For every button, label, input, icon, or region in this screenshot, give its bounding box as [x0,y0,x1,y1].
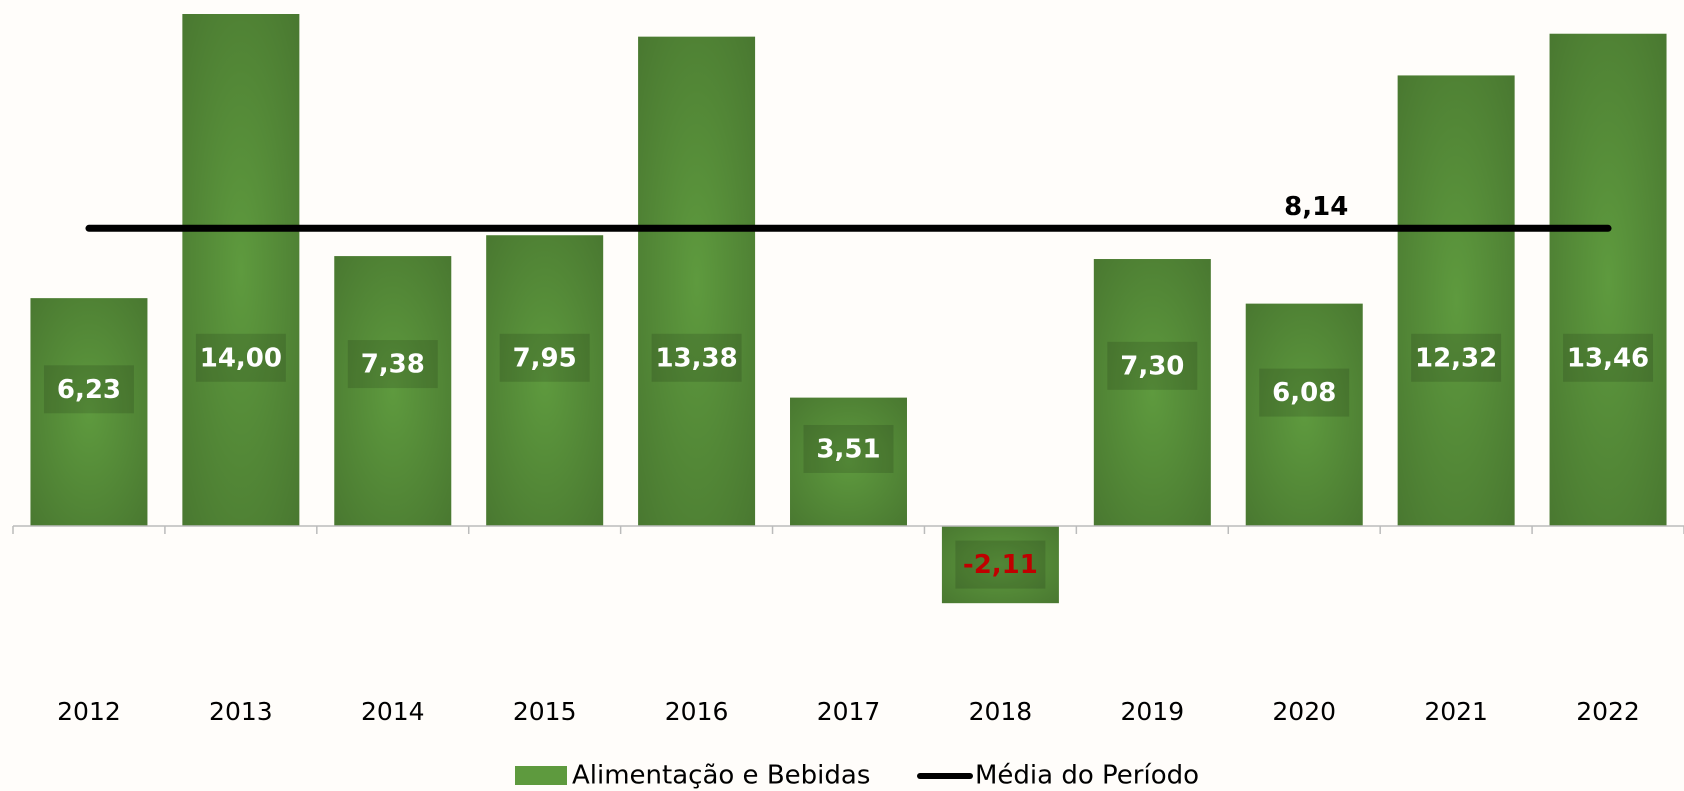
x-tick-label: 2022 [1576,697,1640,726]
value-label: 13,38 [655,343,737,373]
x-tick-label: 2013 [209,697,273,726]
bar-shade [1549,33,1667,527]
legend-label: Média do Período [975,761,1199,791]
x-tick-label: 2016 [665,697,729,726]
value-label-box [1563,333,1654,382]
value-label: -2,11 [963,550,1038,580]
value-label: 7,38 [361,350,425,380]
value-label-box [651,333,742,382]
bar-shade [1397,75,1515,526]
value-label: 3,51 [816,434,880,464]
bar-shade [182,14,300,526]
value-label: 6,23 [57,375,121,405]
x-tick-label: 2020 [1272,697,1336,726]
x-tick-label: 2014 [361,697,425,726]
bar-shade [638,36,756,526]
bar-shade [334,256,452,526]
bar-shade [30,298,148,526]
value-label: 12,32 [1415,343,1497,373]
x-tick-label: 2015 [513,697,577,726]
value-label: 14,00 [200,343,282,373]
bar-shade [1245,303,1363,526]
value-label-box [347,340,438,389]
x-tick-label: 2012 [57,697,121,726]
legend-label: Alimentação e Bebidas [572,761,870,791]
value-label-box [43,365,134,414]
bar-shade [941,526,1059,604]
value-label-box [1411,333,1502,382]
bar-shade [1093,259,1211,526]
legend-swatch [515,766,567,785]
value-label-box [955,540,1046,589]
value-label: 13,46 [1567,343,1649,373]
bar-shade [486,235,604,526]
x-tick-label: 2021 [1424,697,1488,726]
value-label-box [195,333,286,382]
value-label-box [803,424,894,473]
x-tick-label: 2017 [817,697,881,726]
value-label-box [1259,368,1350,417]
x-tick-label: 2018 [969,697,1033,726]
value-label: 6,08 [1272,378,1336,408]
average-label: 8,14 [1284,192,1348,222]
value-label: 7,95 [513,343,577,373]
x-tick-label: 2019 [1121,697,1185,726]
bar-shade [790,397,907,526]
value-label-box [1107,341,1198,390]
value-label: 7,30 [1120,351,1184,381]
value-label-box [499,333,590,382]
